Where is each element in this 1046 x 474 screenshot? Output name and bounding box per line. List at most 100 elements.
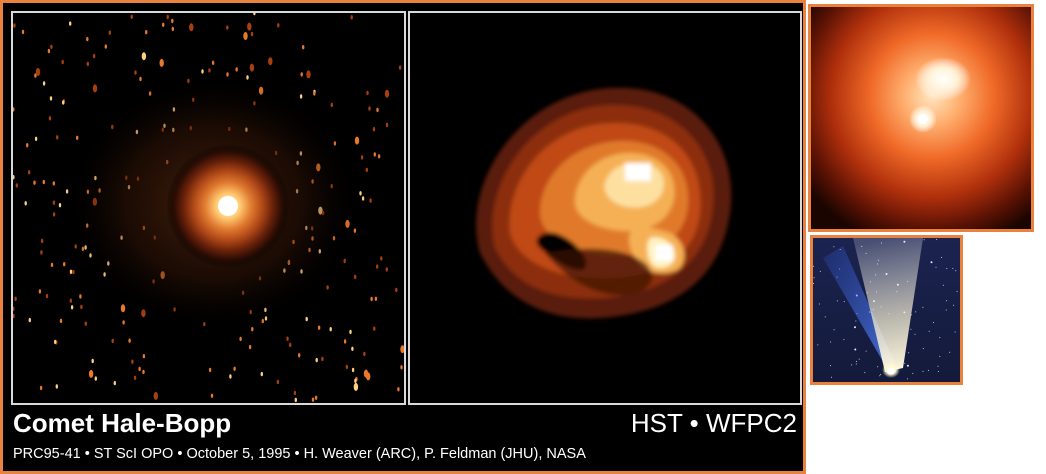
star xyxy=(937,371,939,372)
star xyxy=(42,179,45,185)
star xyxy=(928,330,930,332)
star xyxy=(914,333,916,335)
star xyxy=(52,181,55,186)
star xyxy=(55,384,58,389)
star xyxy=(351,346,354,351)
star xyxy=(91,358,94,364)
star xyxy=(42,81,46,86)
star xyxy=(922,370,924,372)
star xyxy=(247,22,252,31)
star xyxy=(40,238,44,244)
star xyxy=(398,65,402,70)
star xyxy=(294,397,297,403)
star xyxy=(88,369,94,378)
star xyxy=(48,116,52,121)
star xyxy=(376,264,379,269)
star xyxy=(34,136,38,141)
star xyxy=(250,31,254,37)
star xyxy=(130,14,133,19)
star xyxy=(79,294,82,299)
star xyxy=(922,348,924,350)
star xyxy=(229,374,232,379)
star xyxy=(69,269,73,274)
star xyxy=(208,367,212,373)
star xyxy=(945,309,947,311)
star xyxy=(345,364,348,370)
star xyxy=(94,376,98,381)
star xyxy=(141,52,147,61)
star xyxy=(49,96,53,101)
star xyxy=(111,338,114,344)
star xyxy=(937,365,939,367)
star xyxy=(104,44,108,49)
star xyxy=(374,296,378,301)
star xyxy=(277,23,280,28)
star xyxy=(15,183,18,188)
star xyxy=(33,180,36,185)
star xyxy=(376,107,379,113)
star xyxy=(400,365,403,370)
star xyxy=(293,390,297,396)
star xyxy=(300,72,303,77)
star xyxy=(69,21,72,26)
star xyxy=(855,363,857,365)
star xyxy=(373,152,376,157)
star xyxy=(315,357,318,363)
star xyxy=(818,303,820,305)
star xyxy=(360,155,364,160)
star xyxy=(142,369,145,375)
caption-credit: PRC95-41 • ST ScI OPO • October 5, 1995 … xyxy=(13,446,586,462)
star xyxy=(92,53,96,59)
star xyxy=(133,375,137,380)
coma-thumbnail-graphic xyxy=(811,7,1031,229)
star xyxy=(370,296,373,302)
star xyxy=(354,136,360,145)
star xyxy=(305,316,308,322)
star xyxy=(211,60,215,65)
star xyxy=(128,338,131,343)
star xyxy=(936,238,938,240)
star xyxy=(13,306,15,311)
star xyxy=(930,261,933,264)
star xyxy=(365,167,368,173)
star xyxy=(377,154,381,159)
star xyxy=(354,274,357,280)
star xyxy=(276,379,280,385)
star xyxy=(833,329,835,331)
wide-field-comet-graphic xyxy=(13,13,404,403)
star xyxy=(162,22,165,27)
star xyxy=(935,266,937,268)
star xyxy=(831,376,832,378)
star xyxy=(385,122,389,128)
star xyxy=(927,369,929,371)
comet-tail-thumbnail-graphic xyxy=(813,238,960,382)
star xyxy=(138,366,141,372)
star xyxy=(302,45,305,50)
star xyxy=(855,360,857,362)
wide-field-comet-image xyxy=(11,11,406,405)
star xyxy=(915,311,917,313)
star xyxy=(879,375,881,377)
star xyxy=(949,351,951,353)
star xyxy=(268,57,273,66)
star xyxy=(34,73,37,78)
star xyxy=(343,339,347,344)
star xyxy=(906,364,909,367)
star xyxy=(298,353,301,358)
star xyxy=(47,48,51,54)
star xyxy=(830,341,832,343)
star xyxy=(108,30,112,35)
star xyxy=(69,298,72,303)
star xyxy=(880,373,882,375)
star xyxy=(865,350,867,352)
star xyxy=(368,106,371,111)
star xyxy=(372,127,376,132)
star xyxy=(201,69,204,74)
star xyxy=(330,102,333,108)
star xyxy=(86,36,89,42)
star xyxy=(166,14,169,20)
star xyxy=(28,317,31,323)
star xyxy=(858,358,860,360)
star xyxy=(400,345,404,354)
star xyxy=(942,284,944,286)
